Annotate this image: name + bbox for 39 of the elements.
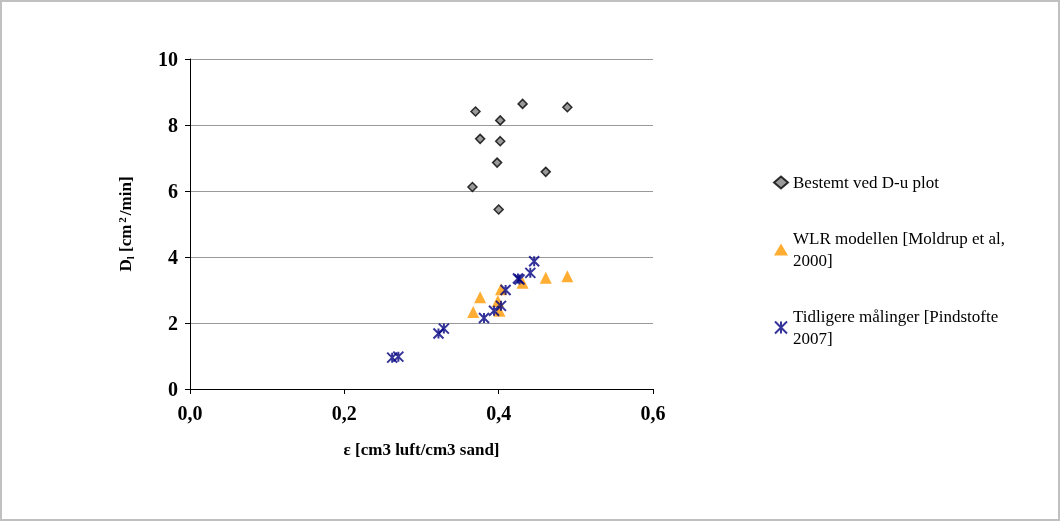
point	[474, 133, 486, 145]
point	[494, 299, 507, 312]
point	[432, 327, 445, 340]
point	[470, 106, 481, 117]
point	[528, 255, 541, 268]
point	[494, 135, 506, 147]
y-tick-label: 6	[168, 180, 178, 202]
point	[467, 181, 478, 193]
point	[474, 291, 487, 304]
y-tick-label: 2	[168, 312, 178, 334]
point	[499, 284, 512, 296]
point	[437, 322, 450, 335]
x-tick-label: 0,4	[486, 402, 512, 424]
legend-label: Bestemt ved D-u plot	[793, 173, 940, 192]
point	[488, 304, 501, 317]
point	[524, 266, 537, 279]
y-tick-label: 10	[158, 48, 178, 70]
point	[491, 157, 503, 168]
point	[561, 270, 574, 283]
point	[392, 350, 405, 363]
x-tick-label: 0,0	[177, 402, 203, 424]
x-axis-title: ε [cm3 luft/cm3 sand]	[343, 440, 500, 459]
point	[494, 115, 506, 126]
x-tick-label: 0,2	[331, 402, 357, 424]
point	[386, 351, 399, 364]
point	[562, 101, 573, 113]
y-tick-label: 8	[168, 114, 178, 136]
point	[540, 166, 551, 178]
x-tick-label: 0,6	[640, 402, 666, 424]
legend-label: WLR modellen [Moldrup et al, 2000]	[793, 229, 1010, 270]
point	[493, 204, 504, 215]
y-axis-title: Dl [cm2/min]	[115, 176, 136, 272]
y-tick-label: 4	[168, 246, 178, 268]
point	[539, 271, 552, 284]
legend-label: Tidligere målinger [Pindstofte 2007]	[793, 307, 1003, 348]
point	[517, 98, 528, 110]
point	[467, 306, 480, 319]
point	[478, 312, 491, 325]
y-tick-label: 0	[168, 378, 178, 400]
